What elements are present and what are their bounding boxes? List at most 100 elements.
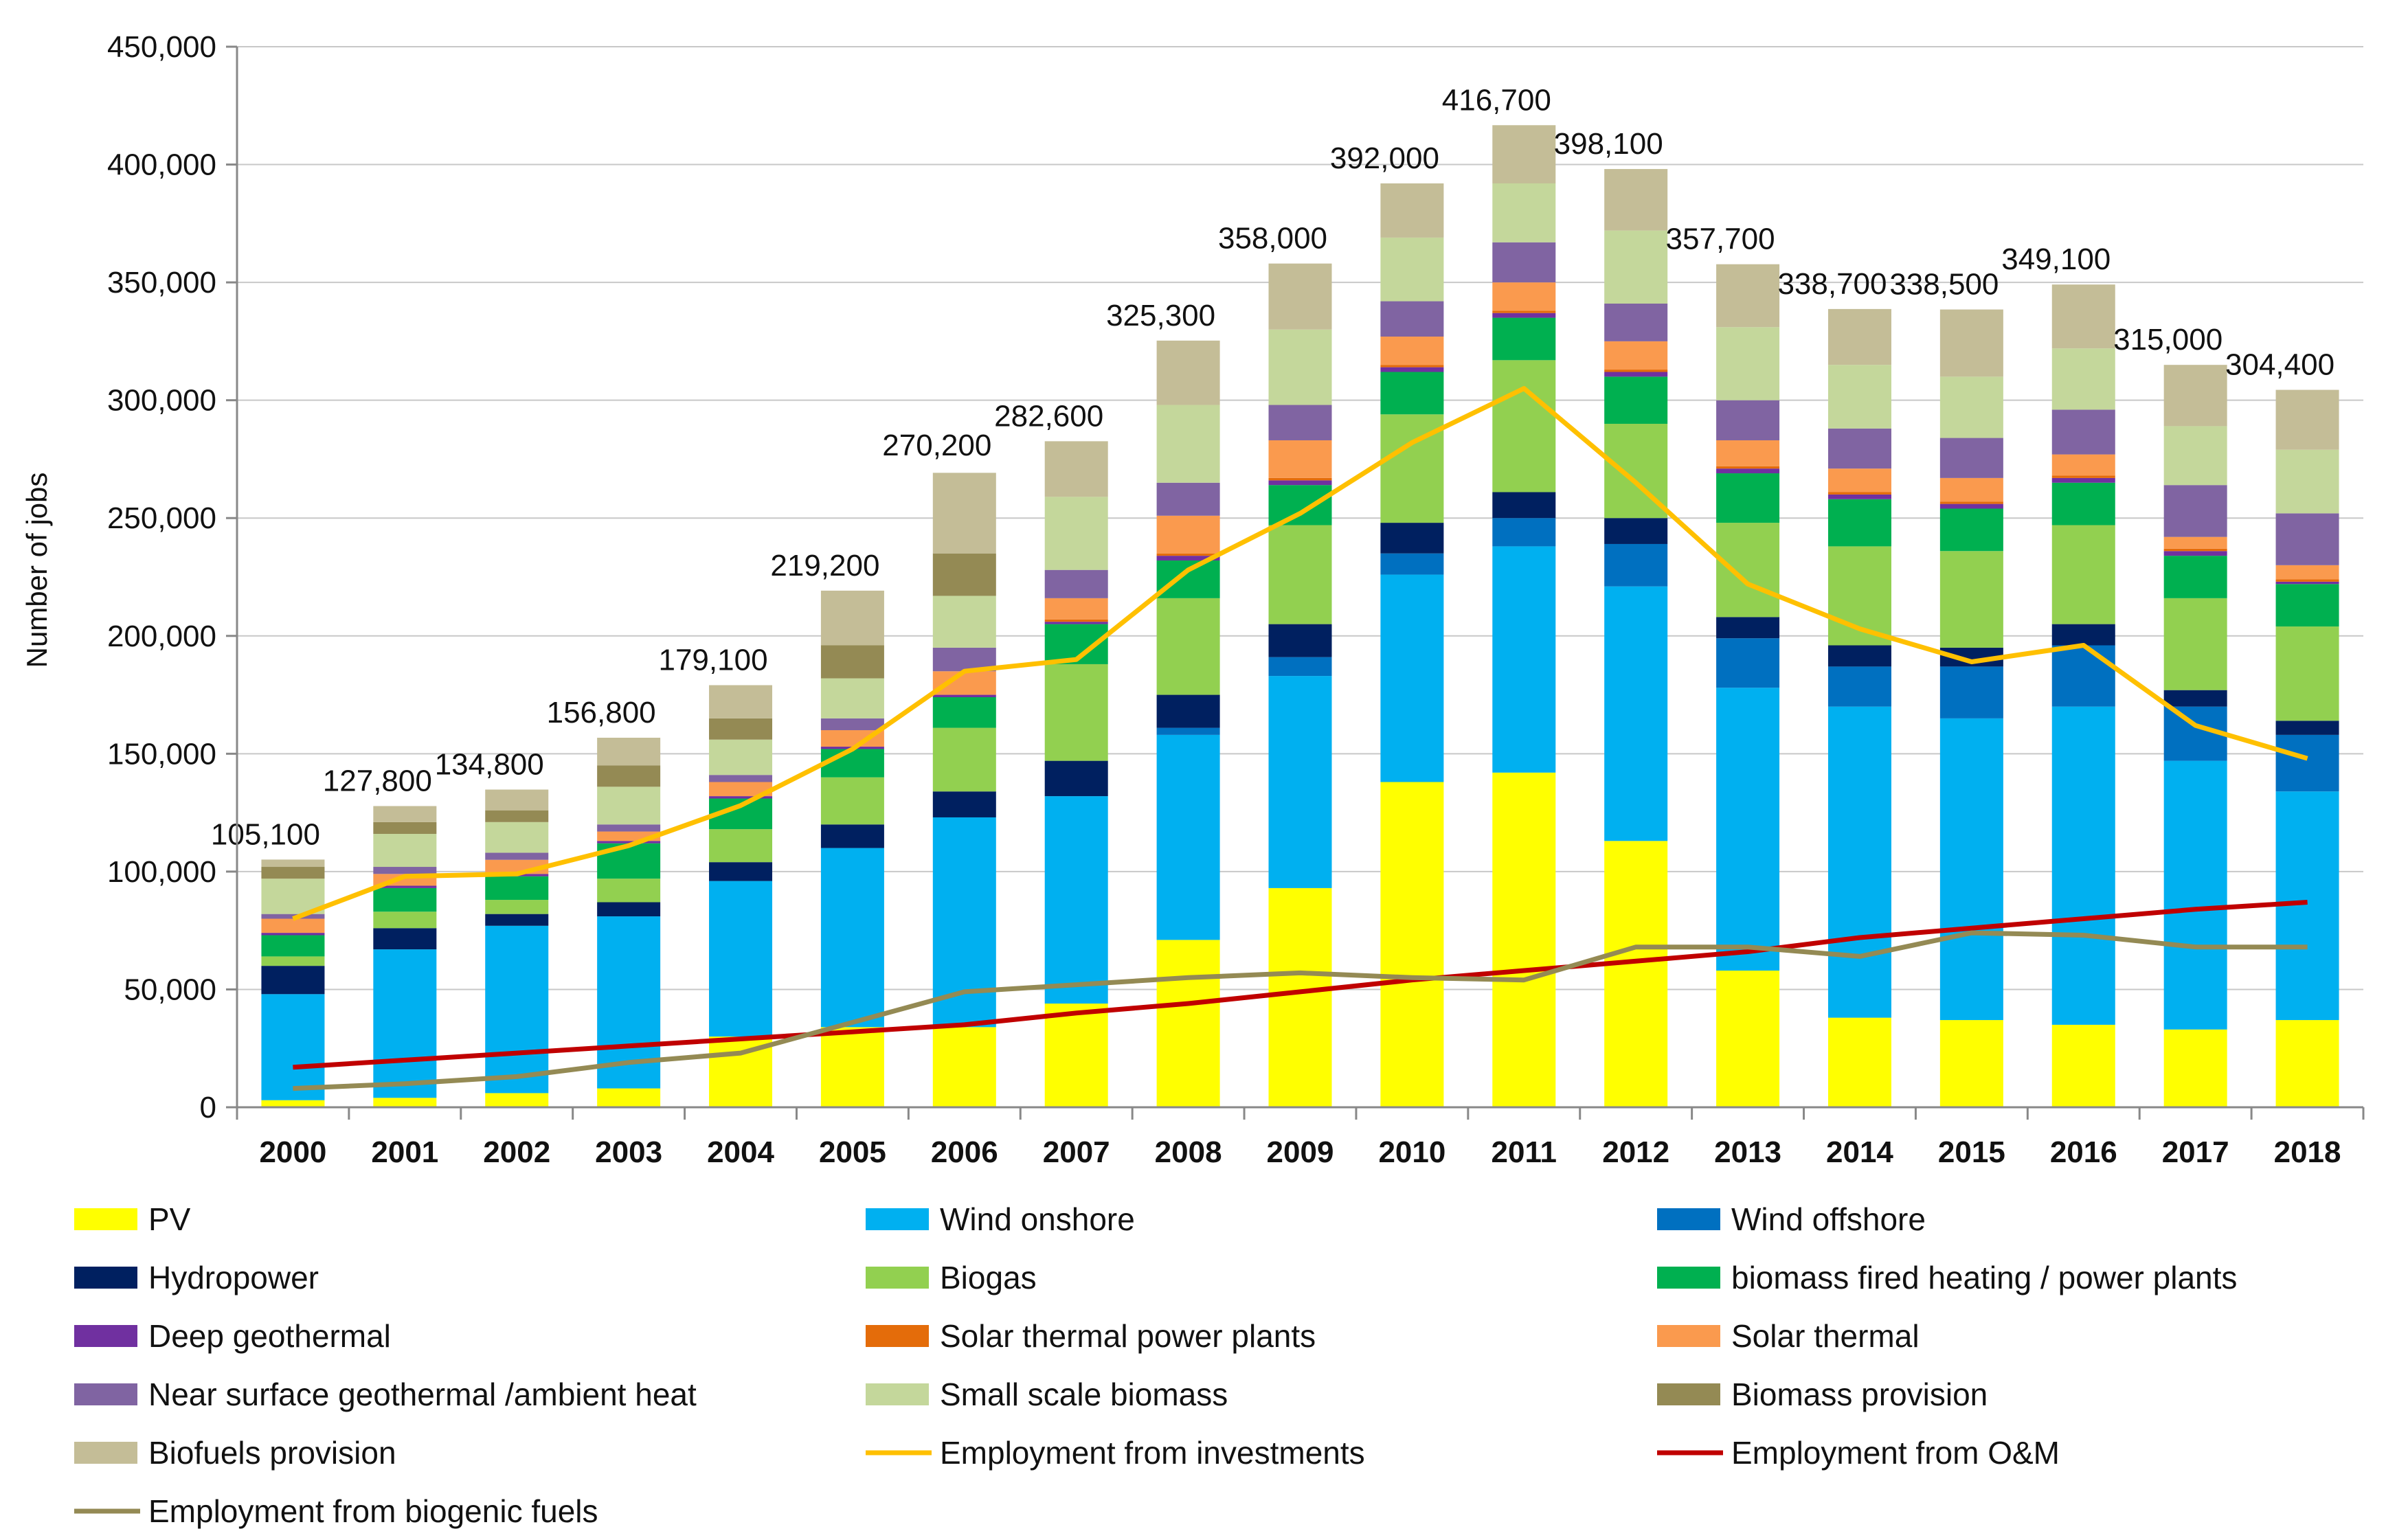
legend-item-biomass-provision: Biomass provision: [1657, 1377, 1988, 1412]
bar-biomass-fired-heating-power-plants-2001: [373, 887, 437, 912]
bar-hydropower-2014: [1827, 645, 1891, 667]
legend-item-wind-onshore: Wind onshore: [866, 1201, 1135, 1237]
legend-item-wind-offshore: Wind offshore: [1657, 1201, 1926, 1237]
bar-biomass-provision-2000: [261, 867, 325, 879]
bar-wind-offshore-2011: [1492, 518, 1556, 547]
bar-small-scale-biomass-2017: [2163, 426, 2227, 486]
bar-small-scale-biomass-2010: [1380, 237, 1444, 302]
bar-small-scale-biomass-2013: [1716, 327, 1780, 400]
bar-small-scale-biomass-2007: [1044, 497, 1108, 570]
bar-solar-thermal-2013: [1716, 440, 1780, 466]
bar-stack-2008: [1156, 340, 1220, 1107]
bar-deep-geothermal-2001: [373, 885, 437, 888]
x-tick-label: 2006: [931, 1135, 998, 1169]
bar-near-surface-geothermal-ambient-heat-2002: [485, 852, 549, 860]
bar-biomass-provision-2002: [485, 810, 549, 822]
bar-biofuels-provision-2009: [1268, 263, 1332, 330]
bar-biogas-2018: [2275, 626, 2339, 721]
total-label: 357,700: [1666, 223, 1775, 256]
bar-solar-thermal-2009: [1268, 440, 1332, 478]
bar-small-scale-biomass-2005: [820, 678, 884, 718]
bar-wind-offshore-2013: [1716, 638, 1780, 688]
bar-deep-geothermal-2016: [2051, 477, 2115, 483]
bar-wind-offshore-2018: [2275, 734, 2339, 792]
bar-near-surface-geothermal-ambient-heat-2005: [820, 718, 884, 731]
bar-stack-2002: [485, 789, 549, 1107]
x-tick-label: 2001: [371, 1135, 438, 1169]
total-label: 338,700: [1777, 267, 1887, 301]
bar-hydropower-2012: [1604, 518, 1668, 544]
legend-item-pv: PV: [74, 1201, 191, 1237]
x-tick-label: 2016: [2050, 1135, 2117, 1169]
bar-wind-onshore-2005: [820, 848, 884, 1028]
legend-swatch: [74, 1208, 137, 1230]
bar-solar-thermal-power-plants-2013: [1716, 466, 1780, 469]
x-tick-label: 2018: [2274, 1135, 2341, 1169]
bar-small-scale-biomass-2000: [261, 879, 325, 914]
bar-deep-geothermal-2000: [261, 933, 325, 936]
bar-small-scale-biomass-2015: [1939, 376, 2003, 438]
bar-near-surface-geothermal-ambient-heat-2010: [1380, 301, 1444, 337]
bar-biofuels-provision-2018: [2275, 389, 2339, 450]
bar-deep-geothermal-2006: [932, 694, 996, 697]
bar-solar-thermal-power-plants-2011: [1492, 310, 1556, 313]
bar-deep-geothermal-2014: [1827, 494, 1891, 499]
x-tick-label: 2010: [1378, 1135, 1445, 1169]
bar-pv-2005: [820, 1027, 884, 1107]
total-label: 270,200: [882, 429, 991, 462]
bar-biogas-2001: [373, 911, 437, 929]
bar-pv-2002: [485, 1093, 549, 1107]
bar-biofuels-provision-2014: [1827, 308, 1891, 365]
bar-pv-2018: [2275, 1020, 2339, 1107]
bar-wind-offshore-2012: [1604, 543, 1668, 587]
bar-deep-geothermal-2007: [1044, 622, 1108, 624]
bar-hydropower-2004: [709, 862, 773, 881]
bar-solar-thermal-power-plants-2007: [1044, 619, 1108, 622]
total-label: 358,000: [1218, 222, 1327, 256]
bar-wind-offshore-2008: [1156, 727, 1220, 735]
bar-solar-thermal-2014: [1827, 468, 1891, 492]
bar-pv-2011: [1492, 772, 1556, 1107]
x-tick-label: 2015: [1938, 1135, 2005, 1169]
bar-hydropower-2002: [485, 914, 549, 926]
bar-biofuels-provision-2000: [261, 859, 325, 868]
legend-swatch: [866, 1267, 929, 1289]
bar-hydropower-2008: [1156, 694, 1220, 728]
bar-solar-thermal-2010: [1380, 337, 1444, 365]
bar-deep-geothermal-2018: [2275, 581, 2339, 585]
bar-pv-2006: [932, 1027, 996, 1107]
bar-biomass-fired-heating-power-plants-2000: [261, 935, 325, 957]
bar-biomass-fired-heating-power-plants-2003: [597, 843, 661, 879]
bar-stack-2011: [1492, 125, 1556, 1107]
bar-solar-thermal-power-plants-2018: [2275, 579, 2339, 582]
bar-solar-thermal-power-plants-2016: [2051, 475, 2115, 478]
legend-swatch: [866, 1325, 929, 1347]
legend-swatch: [74, 1325, 137, 1347]
legend-label: Hydropower: [148, 1260, 319, 1295]
x-tick-label: 2012: [1602, 1135, 1669, 1169]
x-tick-label: 2008: [1155, 1135, 1222, 1169]
bar-biogas-2009: [1268, 525, 1332, 624]
bar-wind-onshore-2004: [709, 881, 773, 1037]
legend-swatch: [866, 1208, 929, 1230]
bar-deep-geothermal-2009: [1268, 480, 1332, 486]
bar-biogas-2011: [1492, 360, 1556, 492]
bar-near-surface-geothermal-ambient-heat-2016: [2051, 409, 2115, 455]
bar-small-scale-biomass-2002: [485, 822, 549, 853]
total-label: 219,200: [770, 549, 879, 582]
total-label: 179,100: [658, 643, 767, 677]
bar-biomass-provision-2001: [373, 822, 437, 834]
total-label: 338,500: [1889, 268, 1999, 302]
y-tick-label: 300,000: [107, 384, 216, 418]
bar-near-surface-geothermal-ambient-heat-2009: [1268, 405, 1332, 440]
x-tick-label: 2013: [1714, 1135, 1781, 1169]
bar-solar-thermal-power-plants-2015: [1939, 501, 2003, 504]
bar-deep-geothermal-2011: [1492, 313, 1556, 318]
bar-pv-2016: [2051, 1024, 2115, 1107]
total-label: 105,100: [211, 817, 320, 851]
bar-hydropower-2018: [2275, 721, 2339, 735]
legend-label: Employment from investments: [940, 1435, 1365, 1471]
legend-label: Wind offshore: [1731, 1201, 1926, 1237]
bar-biomass-fired-heating-power-plants-2002: [485, 876, 549, 901]
